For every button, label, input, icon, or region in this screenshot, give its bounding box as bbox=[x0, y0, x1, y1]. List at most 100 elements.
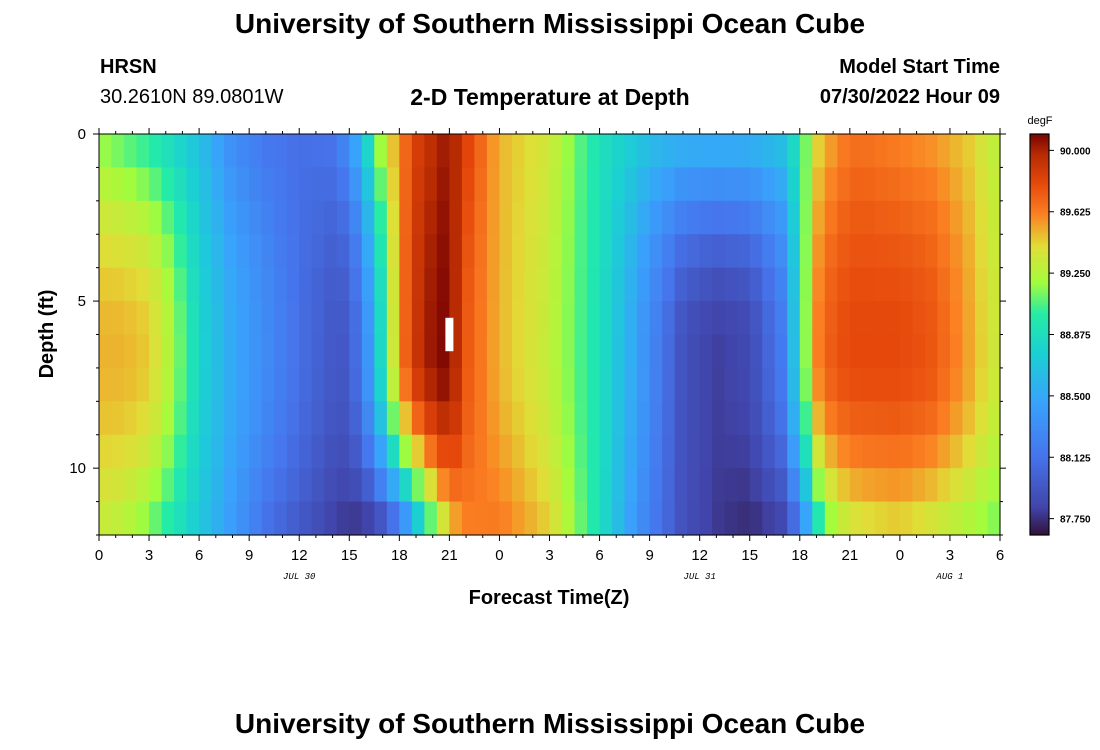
heatmap-cell bbox=[912, 367, 926, 402]
heatmap-cell bbox=[849, 468, 863, 503]
heatmap-cell bbox=[449, 167, 463, 202]
heatmap-cell bbox=[161, 401, 175, 436]
heatmap-cell bbox=[812, 134, 826, 169]
heatmap-cell bbox=[612, 468, 626, 503]
heatmap-cell bbox=[824, 334, 838, 369]
heatmap-cell bbox=[249, 401, 263, 436]
heatmap-cell bbox=[436, 501, 450, 536]
heatmap-cell bbox=[324, 367, 338, 402]
heatmap-cell bbox=[949, 301, 964, 336]
heatmap-cell bbox=[849, 401, 863, 436]
heatmap-cell bbox=[474, 234, 488, 269]
heatmap-cell bbox=[99, 234, 113, 269]
heatmap-cell bbox=[612, 134, 626, 169]
heatmap-cell bbox=[587, 334, 601, 369]
heatmap-cell bbox=[299, 367, 313, 402]
heatmap-cell bbox=[849, 367, 863, 402]
heatmap-cell bbox=[574, 234, 588, 269]
heatmap-cell bbox=[837, 234, 851, 269]
heatmap-cell bbox=[336, 234, 350, 269]
heatmap-cell bbox=[649, 200, 663, 235]
heatmap-cell bbox=[874, 234, 888, 269]
heatmap-cell bbox=[211, 134, 225, 169]
heatmap-cell bbox=[774, 501, 788, 536]
heatmap-cell bbox=[637, 134, 651, 169]
heatmap-cell bbox=[199, 200, 213, 235]
heatmap-cell bbox=[149, 267, 163, 302]
heatmap-cell bbox=[449, 267, 463, 302]
heatmap-cell bbox=[699, 301, 713, 336]
heatmap-cell bbox=[824, 367, 838, 402]
heatmap-cell bbox=[624, 134, 638, 169]
heatmap-cell bbox=[186, 234, 200, 269]
heatmap-cell bbox=[449, 434, 463, 469]
x-tick-label: 15 bbox=[341, 547, 358, 564]
x-axis: 0 3 6 9 12 15 18 21 0 3 6 9 12 15 18 21 0 3 6 JUL 30 JUL 31 A… bbox=[95, 128, 1004, 582]
heatmap-cell bbox=[699, 200, 713, 235]
heatmap-cell bbox=[499, 167, 513, 202]
x-tick-label: 3 bbox=[946, 547, 954, 564]
heatmap-cell bbox=[699, 501, 713, 536]
heatmap-cell bbox=[99, 367, 113, 402]
heatmap-cell bbox=[637, 200, 651, 235]
heatmap-cell bbox=[712, 434, 726, 469]
heatmap-cell bbox=[424, 134, 438, 169]
heatmap-cell bbox=[987, 367, 1001, 402]
heatmap-cell bbox=[186, 401, 200, 436]
heatmap-cell bbox=[612, 167, 626, 202]
heatmap-cell bbox=[862, 501, 876, 536]
heatmap-cell bbox=[324, 200, 338, 235]
heatmap-cell bbox=[174, 501, 188, 536]
heatmap-cell bbox=[299, 234, 313, 269]
heatmap-cell bbox=[136, 334, 150, 369]
heatmap-cell bbox=[511, 401, 526, 436]
heatmap-cell bbox=[924, 301, 939, 336]
heatmap-cell bbox=[224, 267, 238, 302]
heatmap-cell bbox=[599, 200, 613, 235]
heatmap-cell bbox=[749, 334, 763, 369]
heatmap-cell bbox=[449, 200, 463, 235]
colorbar-tick-label: 88.125 bbox=[1060, 453, 1091, 464]
heatmap-cell bbox=[874, 401, 888, 436]
x-tick-label: 21 bbox=[441, 547, 458, 564]
heatmap-cell bbox=[211, 434, 225, 469]
heatmap-cell bbox=[436, 267, 450, 302]
heatmap-cell bbox=[511, 367, 526, 402]
heatmap-cell bbox=[949, 468, 964, 503]
heatmap-cell bbox=[424, 434, 438, 469]
heatmap-cell bbox=[424, 167, 438, 202]
heatmap-cell bbox=[974, 468, 989, 503]
x-tick-label: 0 bbox=[495, 547, 503, 564]
heatmap-cell bbox=[799, 334, 813, 369]
heatmap-cell bbox=[599, 401, 613, 436]
heatmap-cell bbox=[712, 401, 726, 436]
heatmap-cell bbox=[549, 200, 563, 235]
heatmap-cell bbox=[587, 367, 601, 402]
heatmap-cell bbox=[687, 167, 701, 202]
heatmap-cell bbox=[524, 434, 538, 469]
heatmap-cell bbox=[536, 234, 551, 269]
heatmap-cell bbox=[699, 334, 713, 369]
heatmap-cell bbox=[136, 367, 150, 402]
heatmap-cell bbox=[937, 167, 951, 202]
heatmap-cell bbox=[136, 200, 150, 235]
colorbar-tick-label: 88.875 bbox=[1060, 331, 1091, 342]
heatmap-cell bbox=[499, 501, 513, 536]
heatmap-cell bbox=[562, 401, 576, 436]
heatmap-cell bbox=[562, 167, 576, 202]
heatmap-cell bbox=[662, 134, 676, 169]
heatmap-cell bbox=[461, 301, 476, 336]
heatmap-cell bbox=[436, 367, 450, 402]
heatmap-cell bbox=[249, 501, 263, 536]
heatmap-cell bbox=[937, 234, 951, 269]
heatmap-cell bbox=[399, 501, 413, 536]
heatmap-cell bbox=[637, 501, 651, 536]
heatmap-cell bbox=[837, 501, 851, 536]
heatmap-cell bbox=[974, 434, 989, 469]
heatmap-cell bbox=[424, 367, 438, 402]
heatmap-cell bbox=[737, 401, 751, 436]
heatmap-cell bbox=[261, 367, 275, 402]
heatmap-cell bbox=[211, 401, 225, 436]
heatmap-cell bbox=[461, 200, 476, 235]
heatmap-cell bbox=[386, 367, 400, 402]
